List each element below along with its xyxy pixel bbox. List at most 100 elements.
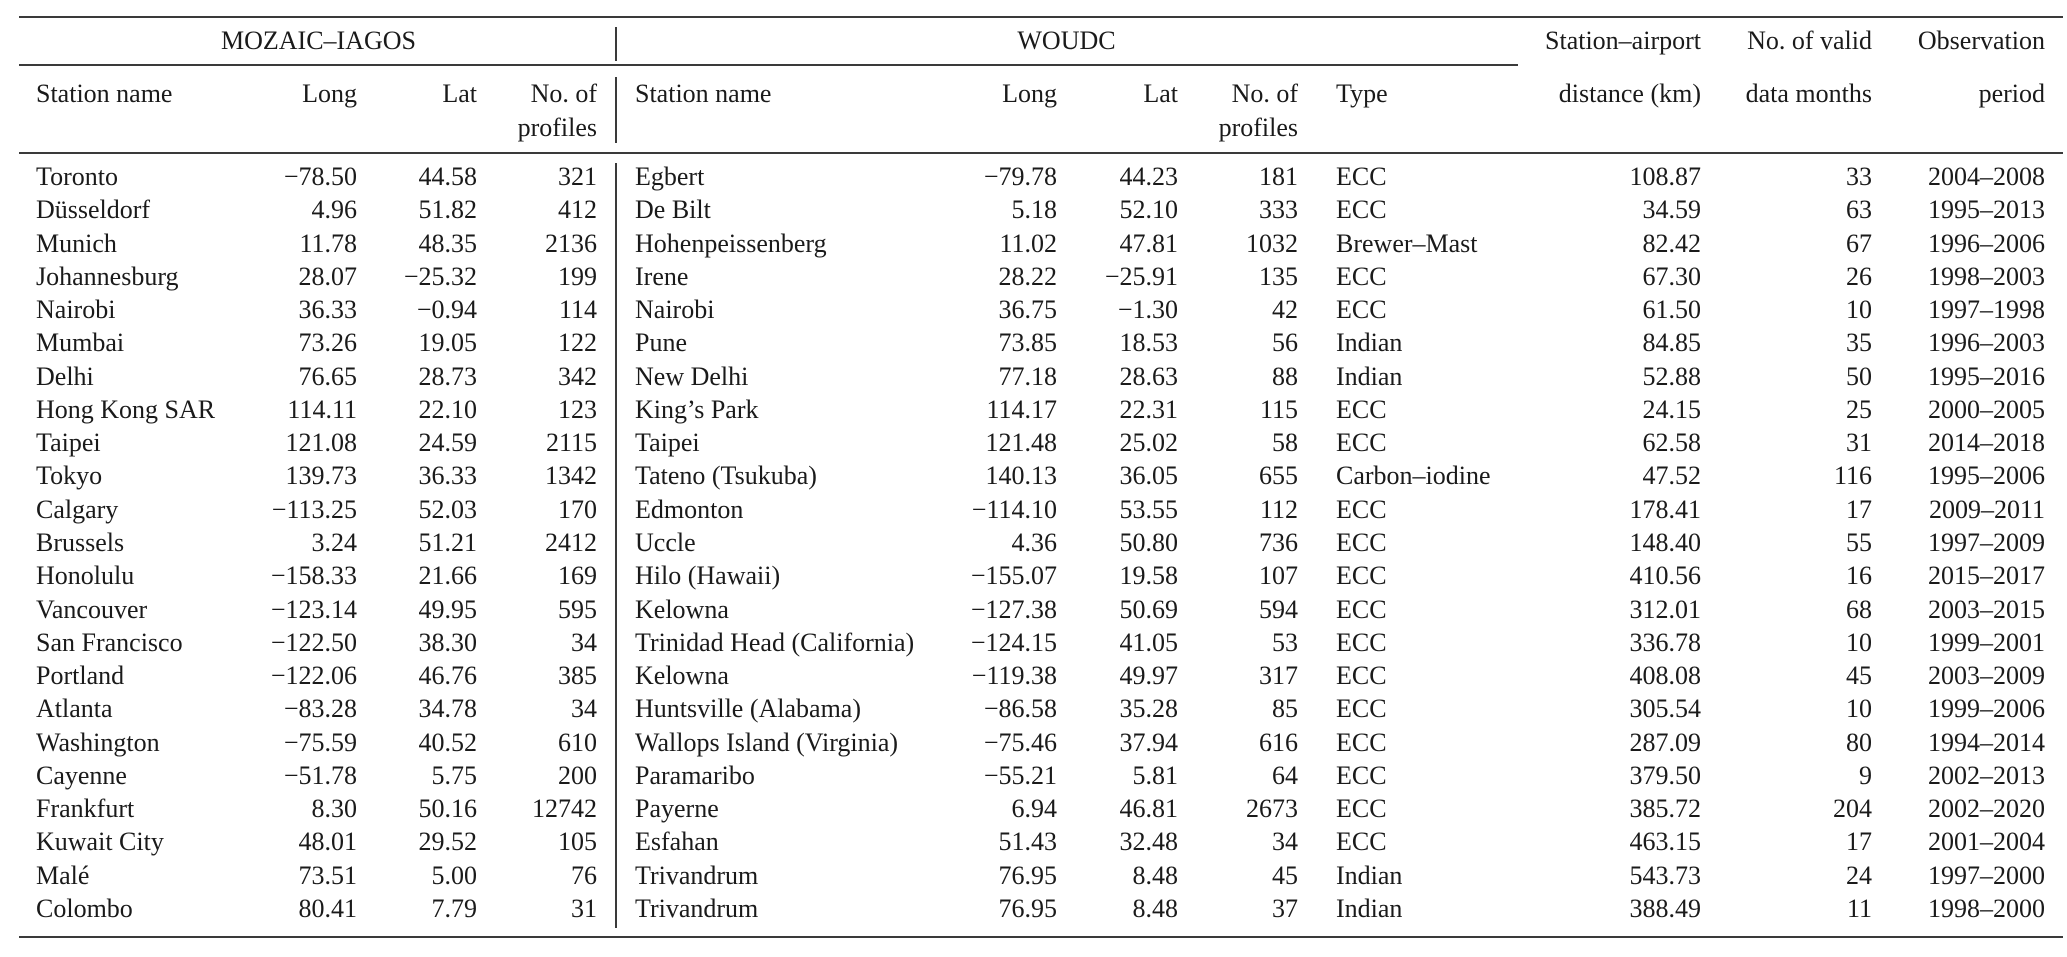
valid-data-months-cell: 35 — [1846, 328, 1872, 358]
mozaic-station-name-cell: Nairobi — [36, 295, 116, 325]
header-period-line1: Observation — [1917, 26, 2045, 55]
mozaic-lat-cell: 5.75 — [431, 760, 478, 790]
mozaic-lat-cell: 44.58 — [418, 162, 478, 191]
woudc-profiles-cell: 112 — [1259, 494, 1298, 524]
woudc-station-name-cell: King’s Park — [635, 394, 759, 424]
mozaic-profiles-cell: 76 — [571, 860, 597, 890]
mozaic-long-cell: −78.50 — [283, 162, 357, 191]
mozaic-long-cell: 139.73 — [285, 461, 358, 491]
group-header-woudc: WOUDC — [1017, 26, 1116, 55]
mozaic-station-name-cell: Colombo — [36, 893, 133, 923]
woudc-lat-cell: 32.48 — [1119, 827, 1179, 857]
mozaic-profiles-cell: 200 — [558, 760, 597, 790]
woudc-long-cell: 121.48 — [985, 428, 1058, 458]
woudc-station-name-cell: Tateno (Tsukuba) — [635, 461, 817, 491]
header-rule — [19, 152, 2063, 154]
mozaic-station-name-cell: Atlanta — [36, 694, 113, 724]
valid-data-months-cell: 80 — [1846, 727, 1872, 757]
mozaic-lat-cell: 29.52 — [418, 827, 478, 857]
mozaic-long-cell: −113.25 — [271, 494, 357, 524]
woudc-profiles-cell: 655 — [1259, 461, 1298, 491]
woudc-profiles-cell: 58 — [1272, 428, 1298, 458]
mozaic-station-name-cell: Vancouver — [36, 594, 148, 624]
valid-data-months-cell: 9 — [1859, 760, 1872, 790]
woudc-type-cell: ECC — [1336, 661, 1387, 691]
mozaic-station-name-cell: Malé — [36, 860, 90, 890]
mozaic-long-cell: 114.11 — [287, 394, 357, 424]
station-airport-distance-cell: 47.52 — [1642, 461, 1702, 491]
header-woudc-long: Long — [1002, 79, 1057, 108]
woudc-type-cell: ECC — [1336, 827, 1387, 857]
observation-period-cell: 1995–2006 — [1928, 461, 2045, 491]
woudc-station-name-cell: Wallops Island (Virginia) — [635, 727, 899, 757]
woudc-profiles-cell: 115 — [1259, 394, 1298, 424]
mozaic-long-cell: 11.78 — [299, 228, 357, 258]
woudc-type-cell: ECC — [1336, 162, 1387, 191]
mozaic-long-cell: 3.24 — [311, 527, 358, 557]
woudc-type-cell: Brewer–Mast — [1336, 228, 1478, 258]
observation-period-cell: 2003–2009 — [1928, 661, 2045, 691]
woudc-profiles-cell: 333 — [1259, 195, 1298, 225]
mozaic-lat-cell: 38.30 — [418, 627, 478, 657]
woudc-station-name-cell: Edmonton — [635, 494, 744, 524]
station-airport-distance-cell: 34.59 — [1642, 195, 1702, 225]
woudc-type-cell: Indian — [1336, 328, 1403, 358]
mozaic-profiles-cell: 412 — [558, 195, 597, 225]
woudc-long-cell: 6.94 — [1011, 794, 1058, 824]
woudc-type-cell: Indian — [1336, 860, 1403, 890]
observation-period-cell: 2015–2017 — [1928, 561, 2045, 591]
woudc-type-cell: ECC — [1336, 394, 1387, 424]
mozaic-station-name-cell: Düsseldorf — [36, 195, 151, 225]
valid-data-months-cell: 11 — [1846, 893, 1872, 923]
station-airport-distance-cell: 148.40 — [1629, 527, 1702, 557]
valid-data-months-cell: 67 — [1846, 228, 1872, 258]
valid-data-months-cell: 45 — [1846, 661, 1872, 691]
woudc-lat-cell: 53.55 — [1119, 494, 1179, 524]
mozaic-station-name-cell: Brussels — [36, 527, 125, 557]
woudc-lat-cell: 18.53 — [1119, 328, 1179, 358]
woudc-station-name-cell: Payerne — [635, 794, 719, 824]
woudc-lat-cell: 8.48 — [1132, 860, 1179, 890]
woudc-profiles-cell: 616 — [1259, 727, 1298, 757]
woudc-long-cell: −75.46 — [983, 727, 1057, 757]
header-divider — [615, 77, 617, 143]
observation-period-cell: 1997–2000 — [1928, 860, 2045, 890]
mozaic-station-name-cell: Honolulu — [36, 561, 135, 591]
mozaic-station-name-cell: Toronto — [36, 162, 118, 191]
woudc-lat-cell: 52.10 — [1119, 195, 1179, 225]
valid-data-months-cell: 16 — [1846, 561, 1872, 591]
mozaic-profiles-cell: 342 — [558, 361, 597, 391]
mozaic-profiles-cell: 31 — [571, 893, 597, 923]
mozaic-station-name-cell: Tokyo — [36, 461, 103, 491]
station-airport-distance-cell: 336.78 — [1629, 627, 1702, 657]
station-airport-distance-cell: 305.54 — [1629, 694, 1702, 724]
station-airport-distance-cell: 61.50 — [1642, 295, 1702, 325]
mozaic-station-name-cell: Hong Kong SAR — [36, 394, 216, 424]
mozaic-long-cell: −122.06 — [270, 661, 357, 691]
valid-data-months-cell: 10 — [1846, 694, 1872, 724]
mozaic-lat-cell: 24.59 — [418, 428, 478, 458]
station-airport-distance-cell: 312.01 — [1629, 594, 1702, 624]
valid-data-months-cell: 26 — [1846, 261, 1872, 291]
woudc-type-cell: ECC — [1336, 627, 1387, 657]
valid-data-months-cell: 24 — [1846, 860, 1872, 890]
woudc-long-cell: −86.58 — [983, 694, 1057, 724]
mozaic-lat-cell: 28.73 — [418, 361, 478, 391]
header-distance-line1: Station–airport — [1545, 26, 1701, 55]
woudc-type-cell: ECC — [1336, 594, 1387, 624]
mozaic-long-cell: −51.78 — [283, 760, 357, 790]
observation-period-cell: 2004–2008 — [1928, 162, 2045, 191]
header-months-line1: No. of valid — [1747, 26, 1872, 55]
woudc-profiles-cell: 64 — [1272, 760, 1298, 790]
header-mozaic-profiles-line1: No. of — [530, 79, 597, 108]
station-airport-distance-cell: 379.50 — [1629, 760, 1702, 790]
woudc-profiles-cell: 594 — [1259, 594, 1298, 624]
mozaic-lat-cell: 7.79 — [431, 893, 478, 923]
mozaic-station-name-cell: Taipei — [36, 428, 101, 458]
mozaic-profiles-cell: 34 — [571, 694, 597, 724]
woudc-profiles-cell: 181 — [1259, 162, 1298, 191]
mozaic-profiles-cell: 123 — [558, 394, 597, 424]
mozaic-profiles-cell: 385 — [558, 661, 597, 691]
woudc-profiles-cell: 2673 — [1246, 794, 1298, 824]
mozaic-long-cell: 121.08 — [285, 428, 358, 458]
